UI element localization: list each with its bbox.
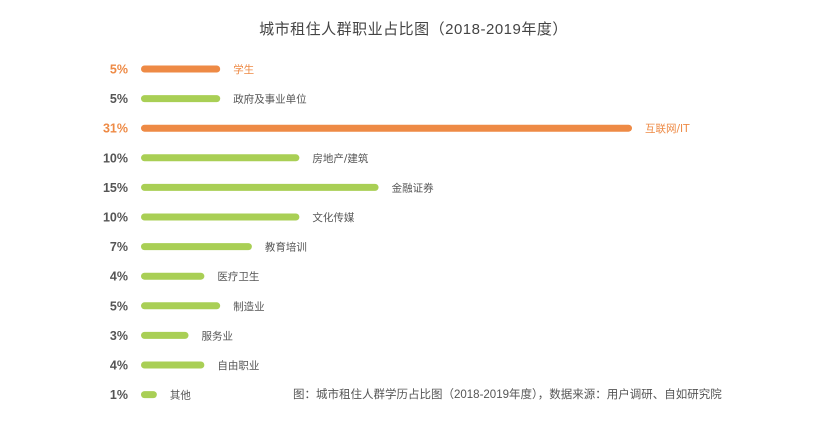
category-label: 其他 [170, 389, 191, 402]
value-label: 15% [103, 181, 128, 195]
category-label: 制造业 [233, 300, 265, 313]
value-label: 7% [110, 240, 128, 254]
chart-footnote: 图：城市租住人群学历占比图（2018-2019年度），数据来源：用户调研、自如研… [293, 389, 722, 401]
category-label: 房地产/建筑 [312, 152, 369, 165]
bar [141, 272, 205, 280]
category-label: 自由职业 [217, 359, 259, 372]
category-label: 医疗卫生 [217, 270, 259, 283]
bar [141, 331, 189, 339]
category-label: 文化传媒 [312, 211, 354, 224]
bar [141, 95, 221, 103]
value-label: 10% [103, 151, 128, 165]
value-label: 4% [110, 270, 128, 284]
category-label: 互联网/IT [645, 123, 690, 135]
bar [141, 124, 632, 132]
value-label: 10% [103, 211, 128, 225]
chart-title: 城市租住人群职业占比图（2018-2019年度） [259, 21, 568, 38]
value-label: 31% [103, 122, 128, 136]
category-label: 金融证券 [392, 181, 434, 194]
bar [141, 302, 221, 310]
category-label: 学生 [233, 63, 254, 76]
bar [141, 391, 157, 399]
value-label: 3% [110, 329, 128, 343]
value-label: 5% [110, 299, 128, 313]
bar [141, 361, 205, 369]
category-label: 服务业 [202, 329, 234, 342]
value-label: 5% [110, 92, 128, 106]
category-label: 教育培训 [265, 241, 307, 254]
category-label: 政府及事业单位 [233, 93, 307, 106]
value-label: 1% [110, 388, 128, 402]
bar [141, 243, 252, 251]
value-label: 5% [110, 63, 128, 77]
value-label: 4% [110, 359, 128, 373]
bar [141, 154, 300, 162]
bar [141, 213, 300, 221]
bar [141, 65, 221, 73]
bar [141, 183, 379, 191]
